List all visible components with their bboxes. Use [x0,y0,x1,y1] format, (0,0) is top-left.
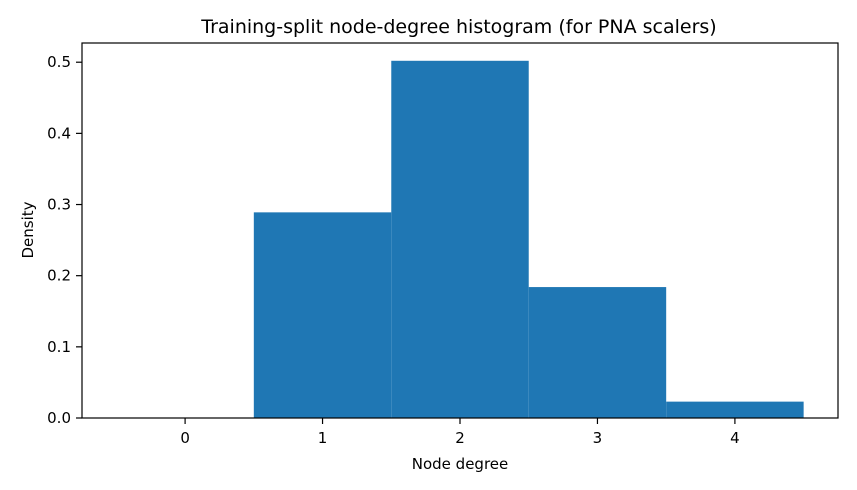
y-axis-label: Density [19,201,37,258]
y-tick-label: 0.4 [47,124,71,142]
histogram-bar-2 [391,60,529,419]
x-axis-ticks: 0 1 2 3 4 [180,418,740,447]
bars-group [253,60,804,419]
x-tick-label: 4 [730,429,740,447]
x-tick-label: 2 [455,429,465,447]
x-tick-label: 1 [318,429,328,447]
x-axis-label: Node degree [412,455,508,473]
x-tick-label: 0 [180,429,190,447]
x-tick-label: 3 [593,429,603,447]
y-axis-ticks: 0.0 0.1 0.2 0.3 0.4 0.5 [47,53,82,427]
y-tick-label: 0.5 [47,53,71,71]
histogram-bar-4 [666,401,804,418]
y-tick-label: 0.2 [47,267,71,285]
chart-title: Training-split node-degree histogram (fo… [200,16,716,38]
y-tick-label: 0.0 [47,409,71,427]
y-tick-label: 0.1 [47,338,71,356]
histogram-bar-1 [253,212,392,418]
histogram-bar-3 [528,287,667,418]
y-tick-label: 0.3 [47,196,71,214]
